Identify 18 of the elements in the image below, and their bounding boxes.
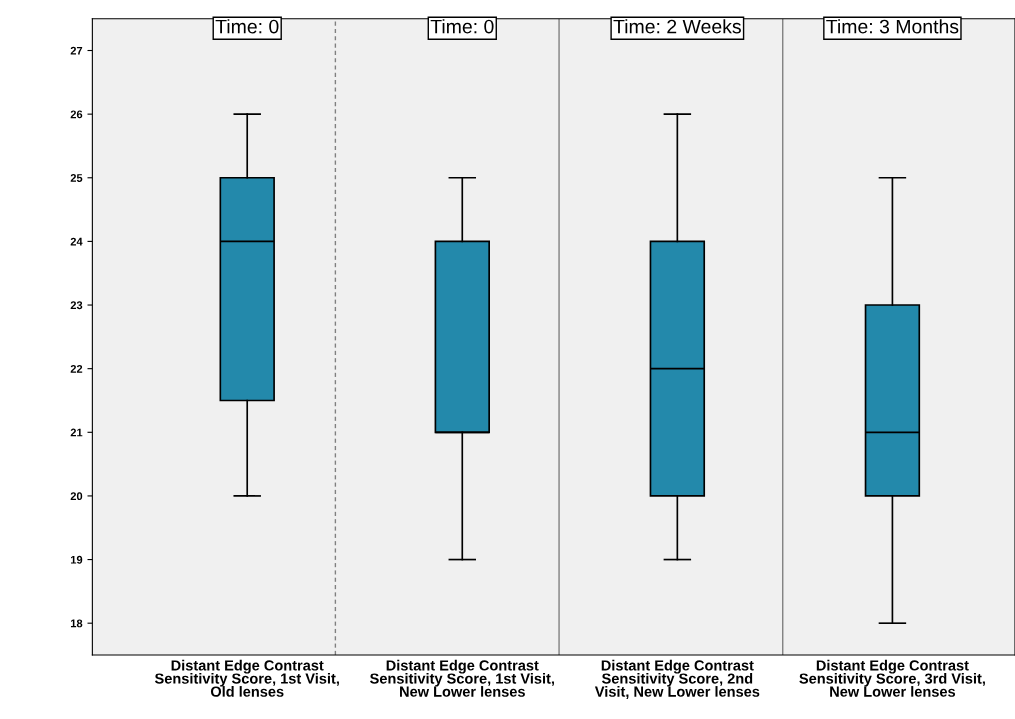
annotation: Time: 0 bbox=[430, 19, 494, 34]
y-tick-label: 20 bbox=[70, 492, 83, 501]
x-tick-label: Distant Edge Contrast Sensitivity Score, 1st Visit, New Lower lenses bbox=[370, 659, 554, 697]
y-tick-label: 21 bbox=[70, 428, 83, 437]
annotation: Time: 0 bbox=[215, 19, 279, 34]
x-tick-label: Distant Edge Contrast Sensitivity Score, 3rd Visit, New Lower lenses bbox=[799, 659, 985, 697]
y-tick-label: 24 bbox=[70, 237, 83, 246]
y-tick-label: 25 bbox=[70, 174, 83, 182]
y-tick-label: 19 bbox=[70, 555, 83, 564]
y-tick-label: 27 bbox=[70, 46, 83, 55]
annotation: Time: 2 Weeks bbox=[613, 19, 741, 34]
y-tick-label: 26 bbox=[70, 110, 83, 119]
x-tick-label: Distant Edge Contrast Sensitivity Score, 2nd Visit, New Lower lenses bbox=[594, 659, 760, 699]
y-tick-label: 22 bbox=[70, 364, 83, 373]
y-tick-label: 18 bbox=[70, 619, 83, 628]
x-tick-label: Distant Edge Contrast Sensitivity Score, 1st Visit, Old lenses bbox=[154, 659, 339, 697]
annotation: Time: 3 Months bbox=[826, 19, 959, 34]
y-tick-label: 23 bbox=[70, 301, 83, 310]
